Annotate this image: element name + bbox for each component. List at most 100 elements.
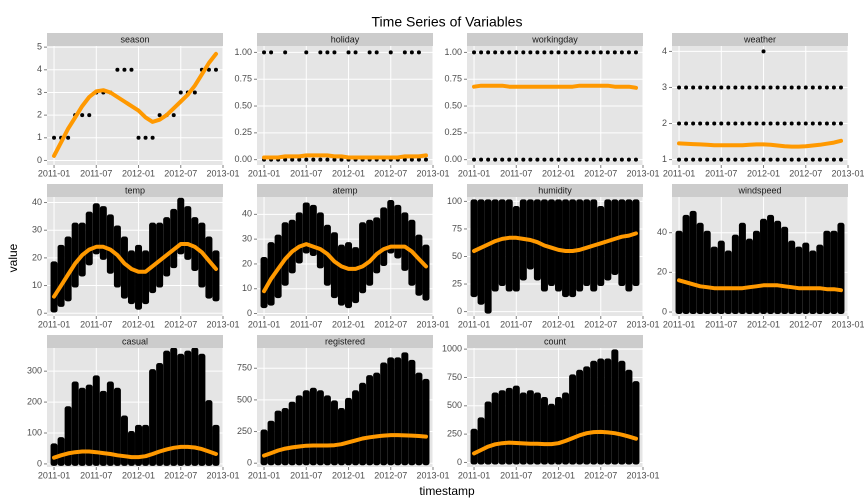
point-cloud — [562, 199, 570, 298]
point-cloud — [106, 381, 114, 466]
y-tick-label: 0 — [457, 457, 462, 467]
point-cloud — [352, 390, 360, 466]
point-cloud — [512, 206, 520, 292]
x-tick-label: 2011-07 — [290, 319, 322, 329]
strip — [257, 184, 433, 197]
point-cloud — [177, 353, 185, 466]
point-cloud — [809, 250, 817, 315]
point-cloud — [795, 246, 803, 315]
strip-label: humidity — [538, 185, 572, 195]
point-cloud — [477, 417, 485, 465]
x-tick-label: 2012-01 — [747, 319, 780, 329]
point — [521, 157, 526, 162]
point-cloud — [632, 381, 640, 465]
smooth-line — [677, 138, 843, 149]
point — [803, 121, 808, 126]
point — [598, 157, 603, 162]
point — [605, 50, 610, 55]
point — [549, 50, 554, 55]
strip — [672, 33, 848, 46]
point-cloud — [738, 222, 746, 315]
x-tick-label: 2012-01 — [122, 470, 155, 480]
x-tick-label: 2011-01 — [458, 470, 490, 480]
point — [605, 157, 610, 162]
y-tick-label: 0.25 — [444, 127, 462, 137]
point — [712, 85, 717, 90]
point — [535, 50, 540, 55]
strip-label: casual — [122, 336, 148, 346]
point-cloud — [597, 206, 605, 287]
y-tick-label: 100 — [27, 427, 42, 437]
point-cloud — [345, 397, 353, 466]
point-cloud — [710, 246, 718, 315]
point — [719, 121, 724, 126]
strip-label: workingday — [531, 34, 578, 44]
y-tick-label: 300 — [27, 366, 42, 376]
point-cloud — [85, 384, 93, 466]
point — [479, 157, 484, 162]
point — [824, 157, 829, 162]
point — [761, 49, 766, 54]
point-cloud — [142, 424, 150, 466]
point-cloud — [576, 369, 584, 465]
point — [733, 157, 738, 162]
point-cloud — [149, 222, 157, 294]
panel-background — [47, 46, 223, 165]
panel-marks — [472, 50, 638, 162]
y-tick-label: 4 — [37, 64, 42, 74]
point — [339, 157, 344, 162]
point — [157, 113, 162, 118]
x-tick-label: 2012-07 — [374, 319, 407, 329]
point — [269, 50, 274, 55]
point — [584, 157, 589, 162]
x-tick-label: 2012-01 — [332, 319, 365, 329]
point — [311, 157, 316, 162]
point-cloud — [64, 236, 72, 302]
point — [782, 121, 787, 126]
point-cloud — [408, 359, 416, 466]
point-cloud — [401, 352, 409, 466]
y-tick-label: 50 — [452, 251, 462, 261]
point — [698, 85, 703, 90]
point — [171, 113, 176, 118]
point-cloud — [359, 382, 367, 466]
strip-label: season — [120, 34, 149, 44]
point-cloud — [380, 362, 388, 466]
point — [318, 157, 323, 162]
x-tick-label: 2012-07 — [584, 168, 617, 178]
point-cloud — [682, 214, 690, 315]
point — [768, 85, 773, 90]
point-cloud — [569, 374, 577, 465]
point-cloud — [717, 240, 725, 315]
point-cloud — [295, 212, 303, 264]
point-cloud — [498, 390, 506, 465]
point — [52, 135, 57, 140]
point — [803, 157, 808, 162]
point — [192, 90, 197, 95]
point — [691, 157, 696, 162]
y-tick-label: 10 — [242, 283, 252, 293]
point-cloud — [618, 360, 626, 465]
point-cloud — [302, 390, 310, 466]
point-cloud — [394, 204, 402, 259]
x-tick-label: 2012-07 — [164, 168, 197, 178]
point — [332, 157, 337, 162]
point — [409, 157, 414, 162]
point-cloud — [184, 206, 192, 260]
point-cloud — [547, 403, 555, 465]
point — [521, 50, 526, 55]
point-cloud — [519, 392, 527, 465]
point-cloud — [837, 222, 845, 315]
y-tick-label: 0 — [662, 306, 667, 316]
point-cloud — [212, 250, 220, 302]
x-tick-label: 2012-07 — [789, 319, 822, 329]
point — [796, 121, 801, 126]
point-cloud — [373, 372, 381, 466]
y-tick-label: 5 — [37, 42, 42, 52]
x-tick-label: 2013-01 — [626, 470, 659, 480]
point — [747, 85, 752, 90]
point-cloud — [767, 214, 775, 315]
point — [705, 85, 710, 90]
x-tick-label: 2011-01 — [38, 168, 70, 178]
